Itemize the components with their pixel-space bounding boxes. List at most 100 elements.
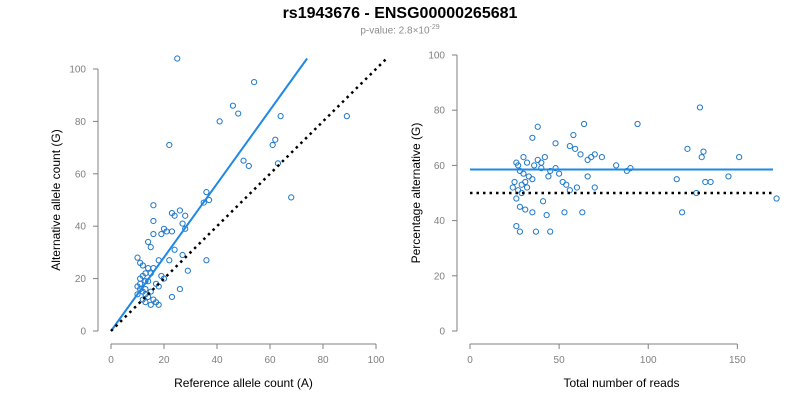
data-point [684, 145, 691, 152]
data-point [556, 170, 563, 177]
y-tick-label: 60 [75, 169, 87, 180]
data-point [511, 178, 518, 186]
data-point [539, 198, 547, 205]
y-tick-label: 20 [434, 271, 446, 282]
data-point [203, 257, 210, 264]
data-point [142, 299, 149, 306]
data-point [529, 176, 536, 183]
data-point [179, 251, 186, 259]
x-tick-label: 0 [467, 355, 473, 366]
data-point [584, 173, 591, 180]
data-point [696, 104, 704, 111]
data-point [513, 195, 520, 202]
data-point [584, 156, 591, 163]
data-point [563, 181, 570, 188]
data-point [520, 154, 527, 161]
data-point [166, 257, 173, 264]
pvalue-exponent: -29 [429, 24, 440, 31]
data-point [174, 55, 181, 62]
data-point [145, 238, 152, 246]
data-point [171, 246, 178, 253]
data-point [176, 207, 183, 214]
data-point [155, 301, 162, 308]
data-point [516, 228, 524, 235]
data-point [588, 154, 595, 161]
reference-line [110, 57, 388, 332]
data-point [216, 118, 223, 125]
data-point [134, 291, 141, 298]
y-tick-label: 80 [75, 117, 87, 128]
y-tick-label: 40 [75, 222, 87, 233]
y-tick-label: 60 [434, 161, 446, 172]
data-point [245, 162, 252, 170]
percentage-panel: 0 50 100 150 0 20 40 60 80 100 Total number of rea… [409, 51, 780, 390]
data-point [168, 228, 176, 235]
data-point [679, 209, 686, 216]
data-point [229, 102, 236, 109]
data-point [698, 154, 705, 161]
data-point [577, 151, 584, 158]
y-axis-title: Alternative allele count (G) [49, 129, 63, 270]
data-point [773, 195, 780, 202]
x-tick-label: 50 [554, 355, 566, 366]
data-point [240, 157, 247, 164]
data-point [547, 228, 554, 235]
data-point [513, 223, 520, 230]
x-axis-title: Reference allele count (A) [174, 376, 313, 390]
data-point [166, 141, 173, 149]
data-point [534, 123, 541, 130]
data-point [700, 148, 707, 155]
data-point [147, 288, 154, 295]
data-point [707, 178, 714, 186]
x-axis-title: Total number of reads [563, 376, 679, 390]
x-tick-label: 60 [264, 355, 276, 366]
data-point [158, 230, 165, 238]
data-point [532, 228, 540, 235]
data-point [570, 131, 577, 139]
data-point [552, 165, 559, 172]
data-point [566, 142, 573, 150]
data-point [702, 178, 709, 186]
data-point [591, 151, 598, 158]
data-point [139, 262, 146, 269]
data-point [269, 141, 276, 149]
data-point [634, 120, 641, 128]
data-point [534, 156, 541, 163]
data-point [251, 79, 258, 86]
x-tick-label: 150 [729, 355, 746, 366]
data-point [531, 162, 538, 169]
data-point [579, 209, 586, 216]
data-point [529, 209, 536, 216]
data-point [673, 176, 680, 183]
x-tick-label: 80 [317, 355, 329, 366]
x-tick-label: 0 [108, 355, 114, 366]
x-tick-label: 100 [368, 355, 385, 366]
data-point [137, 280, 144, 287]
data-point [515, 162, 522, 169]
data-point [541, 154, 548, 161]
data-point [725, 173, 732, 180]
data-point [182, 212, 189, 219]
chart-subtitle: p-value: 2.8×10-29 [0, 24, 800, 36]
data-point [134, 254, 141, 261]
data-point [572, 145, 579, 152]
data-point [168, 293, 176, 301]
data-point [518, 181, 525, 188]
data-point [529, 134, 536, 141]
data-point [627, 165, 634, 172]
y-tick-label: 80 [434, 106, 446, 117]
x-tick-label: 100 [640, 355, 657, 366]
y-tick-label: 100 [428, 51, 445, 62]
x-tick-label: 20 [158, 355, 170, 366]
data-point [168, 210, 176, 217]
data-point [150, 230, 157, 238]
chart-title: rs1943676 - ENSG00000265681 [282, 5, 518, 22]
y-tick-label: 100 [69, 65, 86, 76]
data-point [545, 173, 552, 180]
data-point [522, 178, 529, 186]
data-point [538, 159, 545, 166]
data-point [203, 189, 210, 196]
y-tick-label: 0 [80, 327, 86, 338]
